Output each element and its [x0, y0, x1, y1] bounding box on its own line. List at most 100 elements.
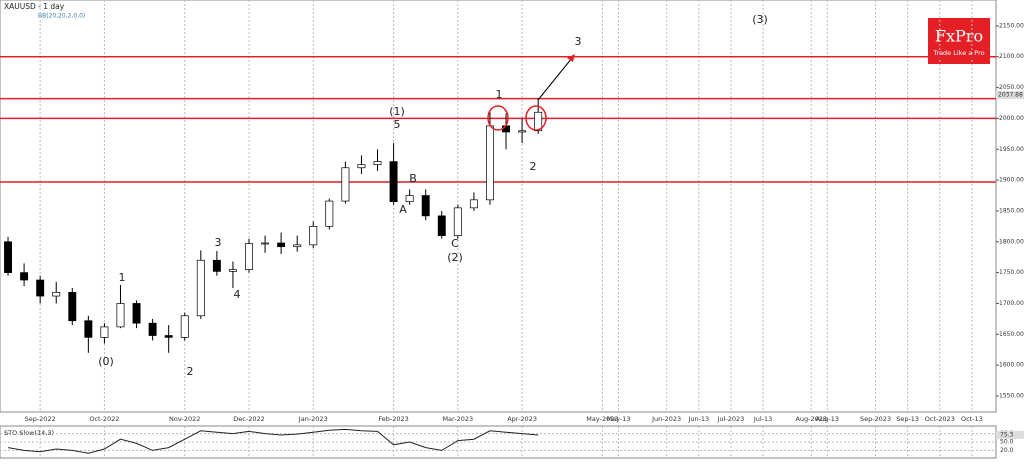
y-tick-label: 2100.00	[999, 53, 1024, 60]
candle-body	[116, 303, 125, 328]
x-tick-label: Jan-2023	[298, 415, 328, 423]
wave-label: C	[451, 237, 459, 250]
candle-body	[293, 244, 302, 248]
y-tick-label: 2050.00	[999, 84, 1024, 91]
candle-body	[261, 242, 270, 245]
x-tick-label: May-2023	[586, 415, 618, 423]
wave-label: 1	[496, 88, 503, 101]
candle-body	[68, 291, 77, 322]
osc-current-bg	[996, 430, 1024, 439]
x-tick-label: Jun-2023	[651, 415, 681, 423]
plot-frame	[0, 0, 997, 413]
x-tick-label: Sep-2022	[25, 415, 56, 423]
x-tick-label: Jun-13	[687, 415, 709, 423]
candle-body	[534, 111, 543, 132]
candle-body	[357, 164, 366, 169]
arrow-head	[567, 54, 575, 62]
y-tick-label: 1600.00	[999, 362, 1024, 369]
highlight-circle	[487, 105, 509, 131]
x-tick-label: Sep-13	[896, 415, 919, 423]
wave-label: 3	[215, 236, 222, 249]
candle-body	[212, 259, 221, 272]
candle-body	[52, 291, 61, 297]
x-tick-label: Oct-2023	[925, 415, 955, 423]
candle-body	[277, 242, 286, 248]
logo-tagline: Trade Like a Pro	[932, 49, 984, 57]
y-tick-label: 1550.00	[999, 392, 1024, 399]
candle-body	[100, 326, 109, 338]
y-tick-label: 2000.00	[999, 115, 1024, 122]
candle-body	[20, 272, 29, 281]
last-price: 2037.88	[998, 92, 1023, 99]
candle-body	[341, 167, 350, 202]
y-tick-label: 1850.00	[999, 207, 1024, 214]
candle-body	[453, 207, 462, 236]
oscillator-frame	[0, 425, 997, 459]
x-tick-label: Sep-2023	[860, 415, 891, 423]
y-tick-label: 1900.00	[999, 177, 1024, 184]
x-tick-label: Dec-2022	[233, 415, 264, 423]
wave-label: 3	[575, 35, 582, 48]
wave-label: B	[409, 172, 417, 185]
x-tick-label: Jul-2023	[717, 415, 745, 423]
candle-body	[518, 130, 527, 133]
candle-body	[421, 195, 430, 217]
candle-body	[245, 243, 253, 270]
candle-body	[148, 322, 157, 336]
x-tick-label: Jul-13	[753, 415, 772, 423]
candle-body	[373, 161, 382, 166]
candle-body	[309, 226, 318, 246]
candle-body	[180, 315, 189, 338]
wave-label: (0)	[98, 355, 114, 368]
osc-tick-label: 50.0	[1000, 439, 1014, 446]
wave-label: (2)	[447, 251, 463, 264]
candle-body	[4, 241, 12, 273]
x-tick-label: Aug-2023	[795, 415, 827, 423]
osc-current: 75.3	[1000, 431, 1014, 438]
x-tick-label: Feb-2023	[378, 415, 408, 423]
oscillator-line	[7, 428, 539, 454]
logo-name: FxPro	[935, 27, 983, 46]
indicator-label: BB(20,20,2,0,0)	[38, 13, 85, 20]
osc-tick-label: 20.0	[1000, 447, 1014, 454]
candle-body	[325, 200, 334, 227]
oscillator-title: STO Slow(14,3)	[4, 429, 54, 437]
wave-label: A	[399, 203, 407, 216]
x-tick-label: Oct-13	[961, 415, 983, 423]
x-tick-label: Oct-2022	[89, 415, 119, 423]
candle-body	[437, 215, 446, 236]
price-label-bg	[996, 91, 1024, 100]
chart-title: XAUUSD - 1 day	[4, 2, 65, 11]
y-tick-label: 2150.00	[999, 22, 1024, 29]
wave-label: (1)	[389, 105, 405, 118]
wave-label: 2	[530, 160, 537, 173]
wave-label: 5	[394, 118, 401, 131]
x-tick-label: Aug-13	[816, 415, 839, 423]
wave-label: 2	[187, 365, 194, 378]
candle-body	[469, 199, 478, 209]
candle-body	[84, 320, 93, 338]
candle-body	[164, 335, 173, 338]
highlight-circle	[525, 105, 547, 131]
y-tick-label: 1650.00	[999, 331, 1024, 338]
wave-label: 4	[234, 288, 241, 301]
x-tick-label: May-13	[607, 415, 631, 423]
y-tick-label: 1800.00	[999, 238, 1024, 245]
y-tick-label: 1750.00	[999, 269, 1024, 276]
candle-body	[389, 161, 398, 203]
candle-body	[228, 269, 237, 272]
candle-body	[405, 195, 414, 203]
x-tick-label: Mar-2023	[442, 415, 473, 423]
x-tick-label: Nov-2022	[169, 415, 200, 423]
candle-body	[36, 279, 45, 297]
wave-label: (3)	[752, 13, 768, 26]
candle-body	[486, 125, 494, 201]
candle-body	[132, 303, 141, 324]
candle-body	[196, 259, 205, 317]
wave-label: 1	[119, 271, 126, 284]
y-tick-label: 1950.00	[999, 146, 1024, 153]
forecast-arrow	[537, 57, 573, 101]
x-tick-label: Apr-2023	[507, 415, 537, 423]
